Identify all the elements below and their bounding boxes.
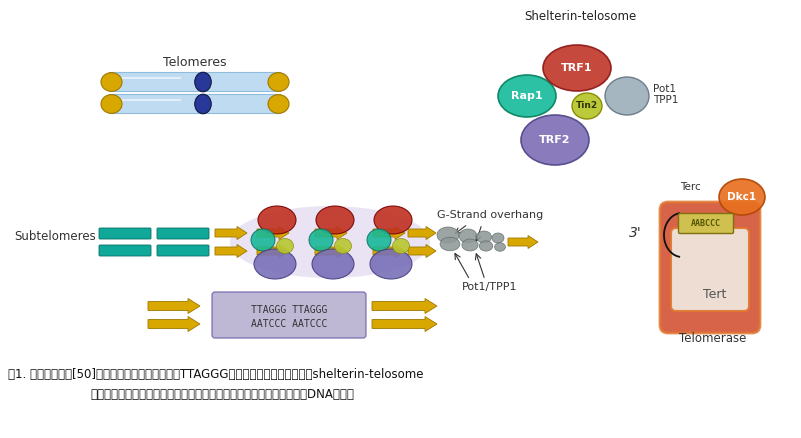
Ellipse shape	[254, 249, 296, 279]
Text: Tert: Tert	[703, 289, 727, 301]
FancyArrow shape	[508, 236, 538, 248]
Ellipse shape	[195, 72, 211, 92]
Text: Dkc1: Dkc1	[727, 192, 757, 202]
FancyBboxPatch shape	[157, 228, 209, 239]
Ellipse shape	[101, 73, 122, 92]
Text: Tin2: Tin2	[576, 102, 598, 110]
FancyBboxPatch shape	[108, 73, 281, 92]
Ellipse shape	[543, 45, 611, 91]
Ellipse shape	[462, 239, 478, 251]
FancyArrow shape	[257, 244, 289, 258]
Text: Pot1: Pot1	[653, 84, 676, 94]
Ellipse shape	[101, 95, 122, 113]
FancyArrow shape	[215, 244, 247, 258]
Ellipse shape	[309, 229, 333, 251]
Ellipse shape	[316, 206, 354, 234]
Ellipse shape	[251, 229, 275, 251]
FancyArrow shape	[148, 299, 200, 314]
Text: TRF1: TRF1	[562, 63, 593, 73]
Text: Pot1/TPP1: Pot1/TPP1	[462, 282, 517, 292]
FancyBboxPatch shape	[678, 213, 734, 233]
Text: AABCCC: AABCCC	[691, 219, 721, 229]
Ellipse shape	[230, 206, 430, 278]
FancyArrow shape	[315, 244, 347, 258]
Text: Telomeres: Telomeres	[163, 57, 227, 70]
Text: 3': 3'	[629, 226, 642, 240]
Text: AATCCC AATCCC: AATCCC AATCCC	[251, 319, 327, 329]
Ellipse shape	[459, 229, 477, 243]
FancyArrow shape	[373, 244, 405, 258]
FancyBboxPatch shape	[99, 228, 151, 239]
Ellipse shape	[268, 95, 289, 113]
Ellipse shape	[195, 94, 211, 114]
Text: Rap1: Rap1	[511, 91, 543, 101]
Ellipse shape	[370, 249, 412, 279]
FancyArrow shape	[215, 226, 247, 240]
Ellipse shape	[498, 75, 556, 117]
Ellipse shape	[477, 231, 492, 243]
Ellipse shape	[335, 239, 352, 254]
Ellipse shape	[312, 249, 354, 279]
Text: 蛋白复合体相结合；临近端粒是亚端粒区域，该区域也含有大量的重复DNA序列）: 蛋白复合体相结合；临近端粒是亚端粒区域，该区域也含有大量的重复DNA序列）	[90, 388, 354, 400]
Ellipse shape	[367, 229, 391, 251]
Text: TTAGGG TTAGGG: TTAGGG TTAGGG	[251, 305, 327, 315]
FancyArrow shape	[372, 299, 437, 314]
Text: Terc: Terc	[679, 182, 700, 192]
FancyBboxPatch shape	[157, 245, 209, 256]
Text: TRF2: TRF2	[539, 135, 571, 145]
FancyArrow shape	[315, 226, 347, 240]
FancyArrow shape	[373, 226, 405, 240]
Text: Telomerase: Telomerase	[679, 332, 747, 345]
Text: Subtelomeres: Subtelomeres	[14, 230, 96, 243]
Text: G-Strand overhang: G-Strand overhang	[437, 210, 543, 220]
Ellipse shape	[719, 179, 765, 215]
Ellipse shape	[479, 241, 493, 251]
Ellipse shape	[572, 93, 602, 119]
FancyArrow shape	[408, 226, 436, 240]
Ellipse shape	[605, 77, 649, 115]
Text: TPP1: TPP1	[653, 95, 678, 105]
FancyBboxPatch shape	[660, 202, 760, 333]
FancyBboxPatch shape	[99, 245, 151, 256]
Ellipse shape	[437, 227, 459, 243]
Ellipse shape	[276, 239, 293, 254]
Ellipse shape	[268, 73, 289, 92]
Ellipse shape	[374, 206, 412, 234]
Ellipse shape	[258, 206, 296, 234]
Ellipse shape	[492, 233, 504, 243]
FancyBboxPatch shape	[108, 95, 281, 113]
Text: 图1. 端粒结构介绍[50]（哺乳动物端粒由一系列的TTAGGG重复序列组成，这些序列与shelterin-telosome: 图1. 端粒结构介绍[50]（哺乳动物端粒由一系列的TTAGGG重复序列组成，这…	[8, 368, 424, 381]
FancyBboxPatch shape	[212, 292, 366, 338]
FancyArrow shape	[257, 226, 289, 240]
Ellipse shape	[494, 243, 505, 251]
FancyArrow shape	[148, 317, 200, 332]
Ellipse shape	[440, 237, 460, 251]
Ellipse shape	[392, 239, 409, 254]
FancyArrow shape	[408, 244, 436, 258]
FancyBboxPatch shape	[671, 228, 749, 311]
FancyArrow shape	[372, 317, 437, 332]
Text: Shelterin-telosome: Shelterin-telosome	[524, 11, 636, 24]
Ellipse shape	[521, 115, 589, 165]
